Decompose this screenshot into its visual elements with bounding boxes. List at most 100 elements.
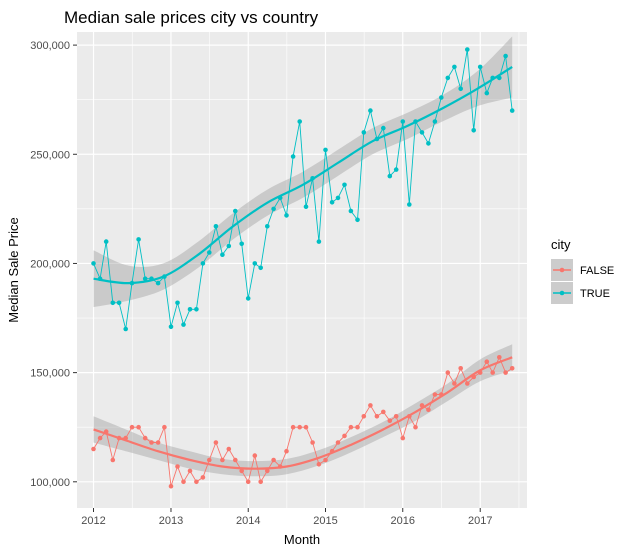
data-point-false	[175, 464, 180, 469]
data-point-false	[220, 457, 225, 463]
y-tick-label: 200,000	[30, 258, 70, 270]
data-point-true	[284, 213, 289, 218]
data-point-true	[258, 265, 264, 271]
x-tick-label: 2014	[236, 515, 260, 527]
data-point-false	[316, 462, 322, 467]
data-point-true	[381, 125, 386, 131]
data-point-false	[374, 414, 380, 419]
data-point-true	[252, 261, 258, 266]
x-axis-title: Month	[284, 532, 320, 547]
data-point-false	[252, 453, 258, 458]
smooth-lines	[93, 65, 513, 470]
data-point-true	[361, 130, 367, 135]
data-point-true	[265, 224, 270, 229]
chart-title: Median sale prices city vs country	[64, 8, 319, 27]
data-point-false	[497, 355, 502, 360]
data-point-true	[323, 147, 328, 153]
data-point-true	[445, 75, 451, 81]
x-tick-label: 2012	[81, 515, 105, 527]
data-point-true	[194, 307, 199, 312]
data-point-true	[407, 202, 412, 207]
data-point-true	[393, 167, 399, 172]
data-point-false	[284, 448, 289, 454]
data-point-false	[303, 424, 309, 430]
legend-label-true: TRUE	[580, 288, 610, 300]
data-point-true	[116, 300, 122, 306]
data-point-false	[181, 479, 186, 485]
data-point-false	[348, 424, 354, 430]
data-point-true	[368, 108, 373, 113]
data-point-false	[155, 440, 161, 445]
data-point-true	[213, 224, 219, 229]
data-point-true	[316, 239, 322, 244]
data-point-false	[381, 409, 386, 415]
data-point-true	[335, 195, 341, 201]
data-point-true	[329, 200, 335, 205]
data-point-true	[348, 208, 354, 214]
smooth-line-true	[93, 65, 513, 285]
data-point-false	[245, 479, 251, 485]
data-point-false	[387, 418, 393, 424]
x-tick-label: 2016	[391, 515, 415, 527]
legend-title: city	[551, 237, 571, 252]
data-point-true	[477, 64, 483, 70]
data-point-false	[168, 483, 174, 489]
data-point-true	[465, 47, 470, 52]
data-point-true	[187, 307, 193, 312]
data-point-false	[458, 366, 464, 371]
data-point-false	[129, 424, 135, 430]
data-point-true	[220, 252, 225, 257]
data-point-true	[342, 182, 347, 188]
data-point-false	[162, 424, 167, 430]
data-point-false	[200, 475, 206, 480]
data-point-false	[323, 457, 328, 463]
data-point-true	[91, 261, 96, 266]
y-tick-label: 300,000	[30, 40, 70, 52]
grid-lines	[77, 32, 527, 508]
data-point-false	[484, 359, 490, 365]
data-point-false	[239, 468, 244, 474]
data-point-false	[194, 479, 199, 485]
data-point-false	[509, 366, 515, 371]
legend-key-point	[559, 267, 565, 273]
data-point-false	[149, 440, 154, 445]
data-point-true	[245, 296, 251, 301]
data-point-true	[303, 204, 309, 209]
data-point-true	[103, 239, 109, 244]
data-point-true	[155, 280, 161, 286]
data-point-true	[200, 261, 206, 266]
data-point-true	[123, 326, 128, 332]
data-point-false	[142, 435, 148, 441]
legend-label-false: FALSE	[580, 265, 614, 277]
data-point-false	[233, 457, 238, 463]
data-point-true	[484, 90, 490, 96]
data-point-false	[265, 468, 270, 474]
data-point-true	[426, 141, 431, 146]
x-axis: 2012 2013 2014 2015 2016 2017	[81, 508, 492, 527]
data-point-false	[413, 424, 418, 430]
data-point-false	[187, 468, 193, 474]
data-point-true	[233, 208, 238, 214]
data-point-false	[393, 414, 399, 419]
data-point-false	[361, 414, 367, 419]
data-point-false	[426, 407, 431, 413]
data-point-true	[207, 250, 212, 255]
data-point-false	[342, 433, 347, 439]
data-point-false	[290, 424, 296, 430]
x-tick-label: 2015	[313, 515, 337, 527]
y-tick-label: 250,000	[30, 149, 70, 161]
y-axis-title: Median Sale Price	[6, 217, 21, 323]
y-tick-label: 150,000	[30, 368, 70, 380]
y-axis: 100,000 150,000 200,000 250,000 300,000	[30, 40, 77, 489]
data-point-true	[168, 324, 174, 330]
data-point-false	[355, 424, 360, 430]
smooth-line-false	[93, 356, 513, 470]
data-point-false	[452, 381, 457, 386]
data-point-false	[136, 424, 141, 430]
data-point-true	[400, 119, 406, 124]
legend-key-point	[559, 290, 565, 296]
data-point-true	[226, 243, 232, 249]
series-line-false	[93, 356, 513, 487]
data-point-false	[400, 435, 406, 441]
